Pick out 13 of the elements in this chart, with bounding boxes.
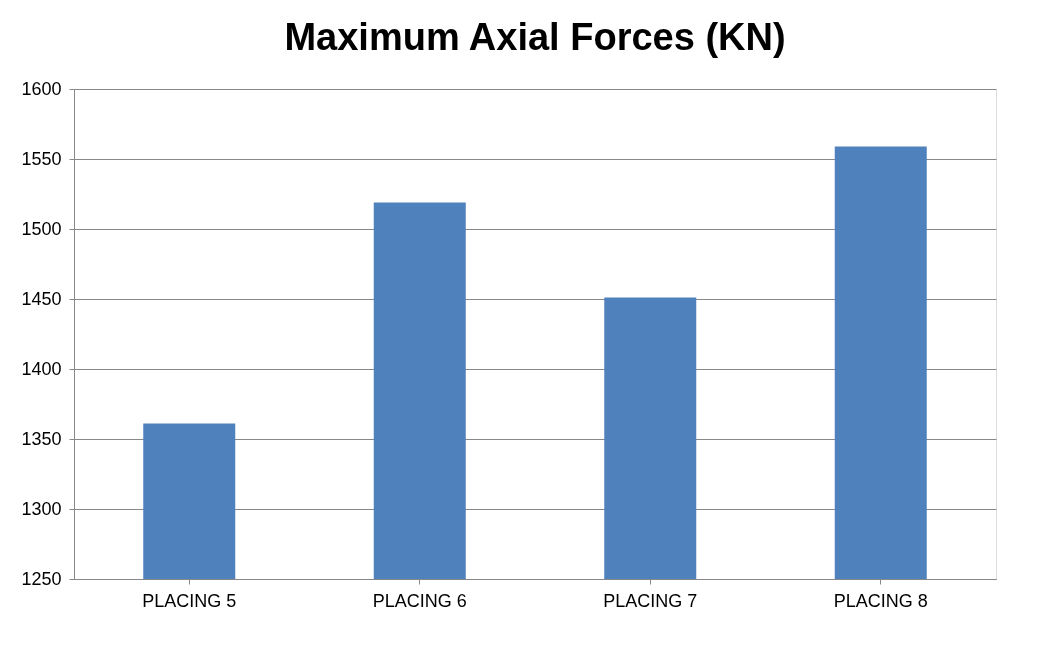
x-tick-label: PLACING 7 [603,590,698,611]
y-tick-label: 1350 [21,428,62,449]
chart-title: Maximum Axial Forces (KN) [284,16,786,58]
y-tick-label: 1600 [21,78,62,99]
x-tick-label: PLACING 6 [372,590,467,611]
y-tick-label: 1300 [21,498,62,519]
x-tick-label: PLACING 5 [142,590,237,611]
y-tick-label: 1250 [21,568,62,589]
y-tick-label: 1450 [21,288,62,309]
y-tick-label: 1550 [21,148,62,169]
x-tick-label: PLACING 8 [833,590,928,611]
y-tick-label: 1500 [21,218,62,239]
y-tick-label: 1400 [21,358,62,379]
